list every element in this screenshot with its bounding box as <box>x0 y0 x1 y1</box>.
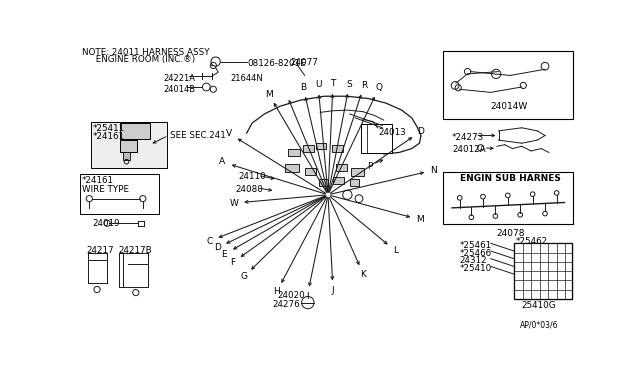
Text: 24217B: 24217B <box>119 246 152 256</box>
Text: L: L <box>393 246 398 255</box>
Text: *24273: *24273 <box>452 133 484 142</box>
Text: Q: Q <box>376 83 383 92</box>
Bar <box>120 123 150 139</box>
Text: M: M <box>265 90 273 99</box>
Text: SEE SEC.241: SEE SEC.241 <box>170 131 226 140</box>
Text: B: B <box>212 57 218 66</box>
Text: V: V <box>226 129 232 138</box>
Text: NOTE: 24011 HARNESS ASSY: NOTE: 24011 HARNESS ASSY <box>83 48 210 57</box>
Text: 24020: 24020 <box>278 291 305 300</box>
Text: J: J <box>332 286 334 295</box>
Text: G: G <box>241 272 248 281</box>
Bar <box>124 153 131 160</box>
Bar <box>91 122 167 168</box>
Text: 24012A: 24012A <box>452 145 486 154</box>
Bar <box>351 168 364 176</box>
Bar <box>303 145 314 152</box>
Text: 24019: 24019 <box>92 219 120 228</box>
Text: T: T <box>330 79 335 89</box>
Text: B: B <box>300 83 307 92</box>
Bar <box>514 243 572 299</box>
Text: F: F <box>230 258 235 267</box>
Text: *24161: *24161 <box>81 176 113 185</box>
Text: 24276: 24276 <box>272 300 300 309</box>
Text: *24161: *24161 <box>92 132 124 141</box>
Bar <box>443 51 573 119</box>
Text: W: W <box>230 199 239 208</box>
Text: P: P <box>367 162 372 171</box>
Text: AP/0*03/6: AP/0*03/6 <box>520 320 559 329</box>
Text: N: N <box>431 166 437 174</box>
Text: 24217: 24217 <box>86 246 114 256</box>
Circle shape <box>211 57 220 66</box>
Text: *25410: *25410 <box>460 264 492 273</box>
Text: 24080: 24080 <box>235 185 263 194</box>
Text: 21644N: 21644N <box>230 74 263 83</box>
Bar <box>319 179 328 186</box>
Bar <box>316 143 326 150</box>
Text: *25466: *25466 <box>460 249 492 258</box>
Bar <box>443 172 573 224</box>
Bar <box>120 140 138 152</box>
Bar <box>332 145 343 152</box>
Text: R: R <box>361 80 367 90</box>
Text: ENGIN SUB HARNES: ENGIN SUB HARNES <box>460 174 561 183</box>
Text: 24221A: 24221A <box>164 74 196 83</box>
Bar <box>285 164 300 172</box>
Text: 24014W: 24014W <box>491 102 528 111</box>
Bar <box>305 168 316 175</box>
Bar <box>514 243 572 299</box>
Bar <box>333 177 344 184</box>
Text: I: I <box>306 292 308 301</box>
Text: 24110: 24110 <box>238 172 266 181</box>
Text: H: H <box>273 287 280 296</box>
Text: 24013: 24013 <box>378 128 406 137</box>
Bar <box>336 164 347 171</box>
Text: D: D <box>214 243 221 252</box>
Text: *25411: *25411 <box>92 124 125 133</box>
Text: C: C <box>206 237 212 246</box>
Text: 24014B: 24014B <box>164 85 196 94</box>
Text: ENGINE ROOM (INC.®): ENGINE ROOM (INC.®) <box>83 55 196 64</box>
Text: WIRE TYPE: WIRE TYPE <box>81 185 129 194</box>
Text: 24078: 24078 <box>496 230 525 238</box>
Text: D: D <box>417 127 424 136</box>
Text: 08126-8201E: 08126-8201E <box>248 59 306 68</box>
Text: 24312: 24312 <box>460 256 488 265</box>
Text: *25462: *25462 <box>516 237 548 246</box>
Bar <box>360 124 392 153</box>
Bar <box>80 174 159 214</box>
Text: *25461: *25461 <box>460 241 492 250</box>
Text: M: M <box>416 215 424 224</box>
Text: K: K <box>360 270 366 279</box>
Bar <box>349 179 359 186</box>
Text: 25410G: 25410G <box>522 301 556 310</box>
Text: U: U <box>315 80 321 89</box>
Text: A: A <box>219 157 225 166</box>
Bar <box>288 148 300 156</box>
Text: 24077: 24077 <box>291 58 319 67</box>
Text: S: S <box>347 80 353 89</box>
Text: E: E <box>221 250 227 259</box>
